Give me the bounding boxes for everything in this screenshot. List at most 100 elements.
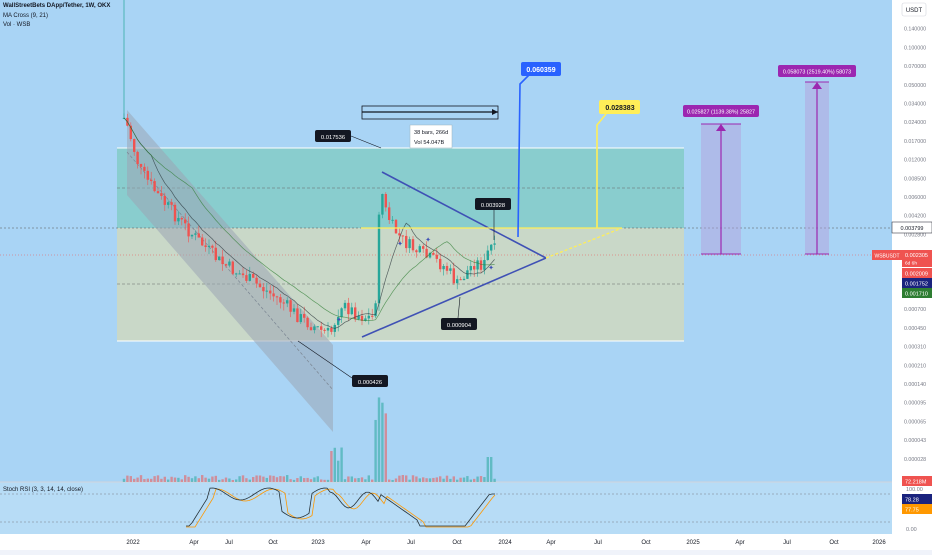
candle-body <box>245 275 248 281</box>
indicator-volume[interactable]: Vol · WSB <box>3 22 31 28</box>
stoch-tick-0: 0.00 <box>906 527 917 533</box>
candle-body <box>170 202 173 205</box>
stoch-d-line <box>186 488 496 528</box>
volume-bar <box>269 475 272 482</box>
volume-bar <box>439 476 442 482</box>
time-tick: Jul <box>594 540 602 546</box>
volume-bar <box>456 479 459 482</box>
candle-body <box>388 207 391 221</box>
volume-bar <box>201 475 204 482</box>
candle-body <box>309 327 313 331</box>
volume-bar <box>207 478 211 482</box>
time-tick: 2023 <box>311 540 325 546</box>
volume-bar <box>228 478 231 482</box>
callout-swing-low-leader <box>457 296 461 319</box>
candle-body <box>428 252 432 258</box>
volume-bar <box>286 475 289 482</box>
candle-body <box>452 268 455 284</box>
candle-body <box>258 283 262 288</box>
volume-bar <box>384 413 387 482</box>
candle-body <box>211 245 214 248</box>
volume-bar <box>143 479 146 482</box>
volume-bar <box>170 476 173 482</box>
candle-body <box>303 314 306 318</box>
candle-body <box>269 290 272 294</box>
candle-body <box>364 318 367 321</box>
cross-marker-2: ✦ <box>397 240 403 248</box>
candle-body <box>153 181 156 192</box>
candle-body <box>394 219 398 234</box>
price-tick: 0.000043 <box>904 438 926 444</box>
candle-body <box>360 315 364 321</box>
measure-2-label: 0.058073 (2519.40%) 58073 <box>783 70 851 76</box>
volume-bar <box>238 476 241 482</box>
candle-body <box>442 265 445 270</box>
time-tick: Jul <box>225 540 233 546</box>
symbol-tag-label: WSBUSDT <box>875 254 900 260</box>
candle-body <box>221 256 224 265</box>
volume-bar <box>313 477 316 482</box>
candle-body <box>486 250 489 260</box>
target-1-line <box>517 73 531 238</box>
candle-body <box>343 302 347 309</box>
stoch-k-axis-tag <box>902 494 932 504</box>
volume-bar <box>459 477 462 482</box>
volume-bar <box>235 479 238 482</box>
candle-body <box>473 266 476 270</box>
candle-body <box>136 151 139 165</box>
volume-bar <box>367 475 370 482</box>
time-tick: 2022 <box>126 540 140 546</box>
candle-body <box>163 195 166 205</box>
time-tick: Apr <box>361 540 370 546</box>
ma-third-axis-tag <box>902 288 932 298</box>
callout-low-box <box>352 375 388 387</box>
ma-slow-line <box>123 117 495 321</box>
volume-bar <box>187 476 190 482</box>
callout-high-box <box>315 130 351 142</box>
volume-bar <box>486 457 489 482</box>
indicator-stoch-rsi[interactable]: Stoch RSI (3, 3, 14, 14, close) <box>3 487 84 493</box>
currency-button[interactable] <box>901 2 927 17</box>
volume-bar <box>248 479 251 482</box>
price-tick: 0.034000 <box>904 102 926 108</box>
volume-bar <box>160 478 163 482</box>
price-tick: 0.050000 <box>904 83 926 89</box>
volume-bar <box>197 478 200 482</box>
stoch-d-axis-label: 77.75 <box>905 508 919 514</box>
volume-bar <box>126 475 129 482</box>
price-axis-tag <box>902 250 932 267</box>
callout-swing-high-label: 0.003928 <box>481 203 505 209</box>
candle-body <box>252 273 255 278</box>
candle-body <box>177 217 180 222</box>
indicator-ma-cross[interactable]: MA Cross (9, 21) <box>3 13 49 19</box>
candle-body <box>204 245 207 247</box>
price-tick: 0.140000 <box>904 27 926 33</box>
volume-bar <box>469 479 472 482</box>
measure-2-arrowhead <box>812 82 822 89</box>
ma-fast-axis-tag <box>902 268 932 278</box>
volume-bar <box>408 479 411 482</box>
volume-bar <box>388 479 391 482</box>
candle-body <box>408 239 411 249</box>
candle-body <box>384 194 387 208</box>
ma-fast-axis-label: 0.002009 <box>905 272 928 278</box>
candle-body <box>326 327 330 331</box>
candle-body <box>292 308 296 312</box>
price-tick: 0.004200 <box>904 214 926 220</box>
volume-bar <box>337 460 340 482</box>
price-tick: 0.000210 <box>904 363 926 369</box>
volume-bar <box>163 476 166 482</box>
volume-bar <box>350 476 353 482</box>
volume-bar <box>292 479 296 482</box>
volume-bar <box>156 475 160 482</box>
ma-fast-line <box>123 117 495 329</box>
volume-bar <box>371 479 374 482</box>
candle-body <box>377 214 381 304</box>
symbol-title[interactable]: WallStreetBets DApp/Tether, 1W, OKX <box>3 3 111 9</box>
ma-slow-axis-tag <box>902 278 932 288</box>
time-tick: Oct <box>641 540 651 546</box>
volume-bar <box>282 476 285 482</box>
candle-body <box>432 252 435 255</box>
